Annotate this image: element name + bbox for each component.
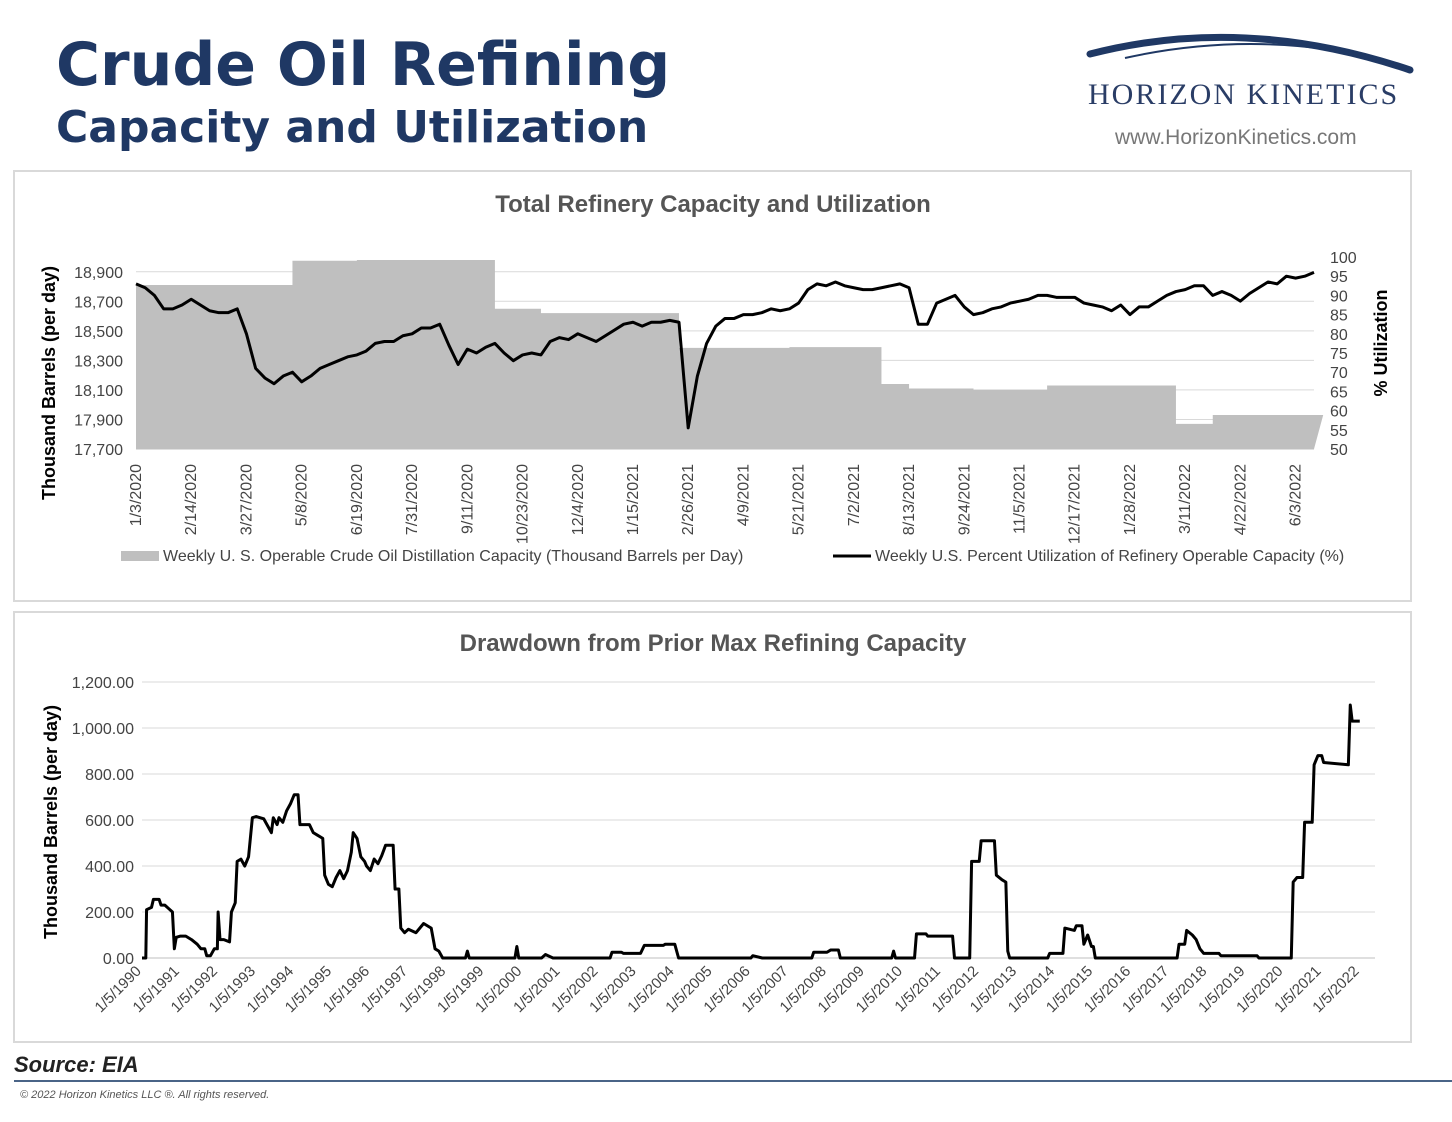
chart-title: Total Refinery Capacity and Utilization [495,191,931,218]
x-tick-label: 12/4/2020 [570,464,587,535]
x-tick-label: 8/13/2021 [901,464,918,535]
y-tick-label: 18,300 [74,353,123,370]
x-tick-label: 7/2/2021 [846,464,863,526]
source-note: Source: EIA [14,1052,139,1077]
legend-label-capacity: Weekly U. S. Operable Crude Oil Distilla… [163,548,743,565]
y-tick-label: 18,900 [74,265,123,282]
drawdown-chart: Drawdown from Prior Max Refining Capacit… [41,630,1375,1016]
y-axis-label: Thousand Barrels (per day) [39,266,59,500]
x-tick-label: 1/3/2020 [128,464,145,526]
capacity-utilization-panel: Total Refinery Capacity and Utilization 1… [13,170,1412,602]
y-tick-label: 800.00 [85,767,134,784]
y2-tick-label: 65 [1330,384,1348,401]
x-tick-label: 9/11/2020 [459,464,476,534]
logo-wordmark: HORIZON KINETICS [1088,78,1400,111]
y2-tick-label: 80 [1330,327,1348,344]
x-tick-label: 6/3/2022 [1288,464,1305,526]
x-tick-label: 5/21/2021 [791,464,808,535]
y-axis-label: Thousand Barrels (per day) [41,705,61,939]
x-tick-label: 3/11/2022 [1177,464,1194,534]
x-tick-label: 1/28/2022 [1122,464,1139,535]
y2-tick-label: 50 [1330,442,1348,459]
utilization-line [135,270,1315,430]
x-tick-label: 7/31/2020 [404,464,421,535]
x-tick-label: 4/9/2021 [735,464,752,526]
y2-tick-label: 100 [1330,250,1357,267]
y-tick-label: 18,100 [74,383,123,400]
y-tick-label: 18,500 [74,324,123,341]
y-tick-label: 200.00 [85,905,134,922]
y2-tick-label: 95 [1330,269,1348,286]
horizon-arc-icon [1086,33,1414,74]
legend-swatch-capacity [121,551,159,561]
x-tick-label: 2/26/2021 [680,464,697,535]
x-tick-label: 1/15/2021 [625,464,642,535]
logo-url[interactable]: www.HorizonKinetics.com [1115,126,1357,149]
footer-divider [14,1080,1452,1082]
x-tick-label: 9/24/2021 [956,464,973,535]
chart-title: Drawdown from Prior Max Refining Capacit… [460,630,967,657]
y2-tick-label: 85 [1330,308,1348,325]
y-tick-label: 1,200.00 [72,675,134,692]
capacity-area [136,259,1324,449]
x-tick-label: 5/8/2020 [294,464,311,526]
drawdown-line [142,703,1360,960]
y-tick-label: 17,900 [74,412,123,429]
y-tick-label: 400.00 [85,859,134,876]
y2-tick-label: 70 [1330,365,1348,382]
y-tick-label: 0.00 [103,951,134,968]
x-tick-label: 4/22/2022 [1232,464,1249,535]
x-tick-label: 3/27/2020 [238,464,255,535]
y2-tick-label: 75 [1330,346,1348,363]
drawdown-panel: Drawdown from Prior Max Refining Capacit… [13,611,1412,1043]
y-tick-label: 600.00 [85,813,134,830]
y2-tick-label: 90 [1330,288,1348,305]
page-title: Crude Oil Refining [56,30,671,100]
y2-tick-label: 60 [1330,404,1348,421]
y2-axis-label: % Utilization [1371,290,1391,397]
x-tick-label: 12/17/2021 [1067,464,1084,544]
capacity-utilization-chart: Total Refinery Capacity and Utilization 1… [39,191,1391,565]
legend-label-utilization: Weekly U.S. Percent Utilization of Refin… [875,548,1344,565]
y-tick-label: 18,700 [74,294,123,311]
y-tick-label: 1,000.00 [72,721,134,738]
copyright-note: © 2022 Horizon Kinetics LLC ®. All right… [20,1089,270,1101]
page-subtitle: Capacity and Utilization [56,102,649,153]
x-tick-label: 11/5/2021 [1012,464,1029,534]
x-tick-label: 2/14/2020 [183,464,200,535]
x-tick-label: 10/23/2020 [515,464,532,544]
x-tick-label: 6/19/2020 [349,464,366,535]
y-tick-label: 17,700 [74,442,123,459]
y2-tick-label: 55 [1330,423,1348,440]
